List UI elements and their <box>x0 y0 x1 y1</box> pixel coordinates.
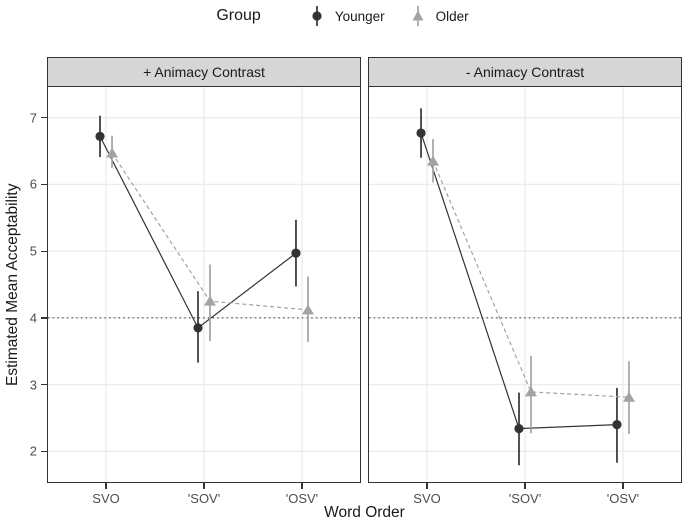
plot-svg <box>369 87 681 482</box>
facet-minus-animacy: - Animacy Contrast <box>368 57 682 483</box>
x-tick-mark <box>622 483 624 489</box>
legend-item-younger: Younger <box>306 3 385 29</box>
y-tick-mark <box>41 450 47 452</box>
x-tick-mark <box>524 483 526 489</box>
legend-item-label-older: Older <box>435 8 469 24</box>
data-point-older <box>427 155 440 166</box>
facet-strip-minus-animacy: - Animacy Contrast <box>368 57 682 87</box>
x-tick-label: 'SOV' <box>508 491 542 506</box>
data-point-older <box>106 147 119 158</box>
y-tick-mark <box>41 317 47 319</box>
x-tick-mark <box>426 483 428 489</box>
legend-item-older: Older <box>407 3 469 29</box>
facet-plus-animacy: + Animacy Contrast <box>47 57 361 483</box>
facet-strip-label: - Animacy Contrast <box>465 64 585 80</box>
y-tick-mark <box>41 383 47 386</box>
x-tick-mark <box>301 483 303 489</box>
data-point-older <box>622 391 635 402</box>
y-tick-mark <box>41 183 47 186</box>
legend-title: Group <box>216 7 261 24</box>
y-tick-mark <box>41 117 47 119</box>
data-point-older <box>301 304 314 315</box>
facet-container: + Animacy Contrast - Animacy Contrast <box>47 57 682 483</box>
y-axis-title: Estimated Mean Acceptability <box>4 183 21 387</box>
y-tick-label: 2 <box>29 443 37 459</box>
data-point-older <box>525 386 537 397</box>
x-tick-mark <box>203 483 205 489</box>
y-tick-label: 7 <box>29 110 37 126</box>
younger-pointrange-icon <box>312 6 322 26</box>
x-tick-label: 'SOV' <box>187 491 221 506</box>
series-line-older <box>432 160 630 398</box>
older-pointrange-icon <box>412 6 424 26</box>
data-point-younger <box>291 248 301 258</box>
y-tick-label: 3 <box>29 377 37 393</box>
y-tick-mark <box>41 250 47 252</box>
data-point-younger <box>612 420 622 430</box>
plot-svg <box>48 87 360 482</box>
y-tick-label: 5 <box>29 243 37 259</box>
data-point-younger <box>193 323 203 333</box>
facet-strip-label: + Animacy Contrast <box>143 64 265 80</box>
panel-minus-animacy <box>368 87 682 483</box>
x-axis-title: Word Order <box>324 504 405 521</box>
data-point-younger <box>416 128 426 138</box>
facet-strip-plus-animacy: + Animacy Contrast <box>47 57 361 87</box>
x-tick-label: SVO <box>413 491 441 506</box>
panel-plus-animacy <box>47 87 361 483</box>
y-tick-label: 6 <box>29 176 37 192</box>
legend: Group Younger Older <box>0 1 685 31</box>
x-tick-label: 'OSV' <box>606 491 640 506</box>
x-tick-label: SVO <box>92 491 120 506</box>
legend-item-label-younger: Younger <box>334 8 385 24</box>
data-point-older <box>204 295 216 306</box>
x-tick-mark <box>105 483 107 489</box>
x-tick-label: 'OSV' <box>285 491 319 506</box>
data-point-younger <box>95 131 105 141</box>
y-tick-label: 4 <box>29 310 37 326</box>
data-point-younger <box>514 424 524 434</box>
